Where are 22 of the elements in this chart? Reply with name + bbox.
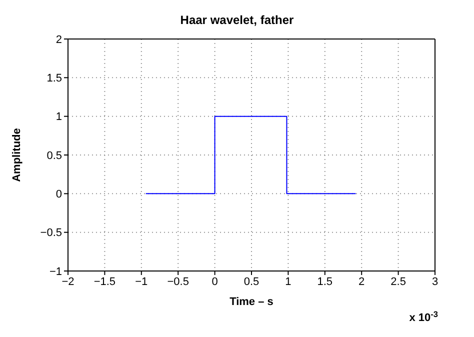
y-tick-label: 1.5 — [46, 72, 62, 85]
y-tick-label: −1 — [49, 266, 62, 278]
x-tick-label: 0.5 — [244, 276, 260, 288]
x-tick-label: 2.5 — [390, 276, 406, 288]
y-tick-label: 1 — [56, 111, 62, 124]
x-tick-label: −2 — [62, 276, 74, 288]
y-tick-label: 2 — [56, 34, 62, 46]
chart-title: Haar wavelet, father — [180, 13, 294, 27]
x-tick-label: 1.5 — [317, 276, 333, 288]
x-axis-title: Time – s — [230, 296, 274, 308]
x-tick-label: −1 — [135, 276, 148, 288]
x-tick-label: 1 — [285, 276, 292, 288]
x-tick-label: 0 — [212, 276, 218, 288]
y-tick-label: 0.5 — [46, 150, 62, 162]
x-tick-label: −0.5 — [167, 276, 189, 288]
x-tick-label: 2 — [358, 276, 365, 288]
text: x 10$^{-3}$ — [409, 310, 438, 324]
y-axis-title: Amplitude — [10, 128, 23, 182]
y-tick-label: 0 — [56, 188, 62, 201]
x-tick-label: −1.5 — [94, 276, 116, 288]
x-tick-label: 3 — [432, 276, 438, 288]
y-tick-label: −0.5 — [40, 227, 62, 240]
